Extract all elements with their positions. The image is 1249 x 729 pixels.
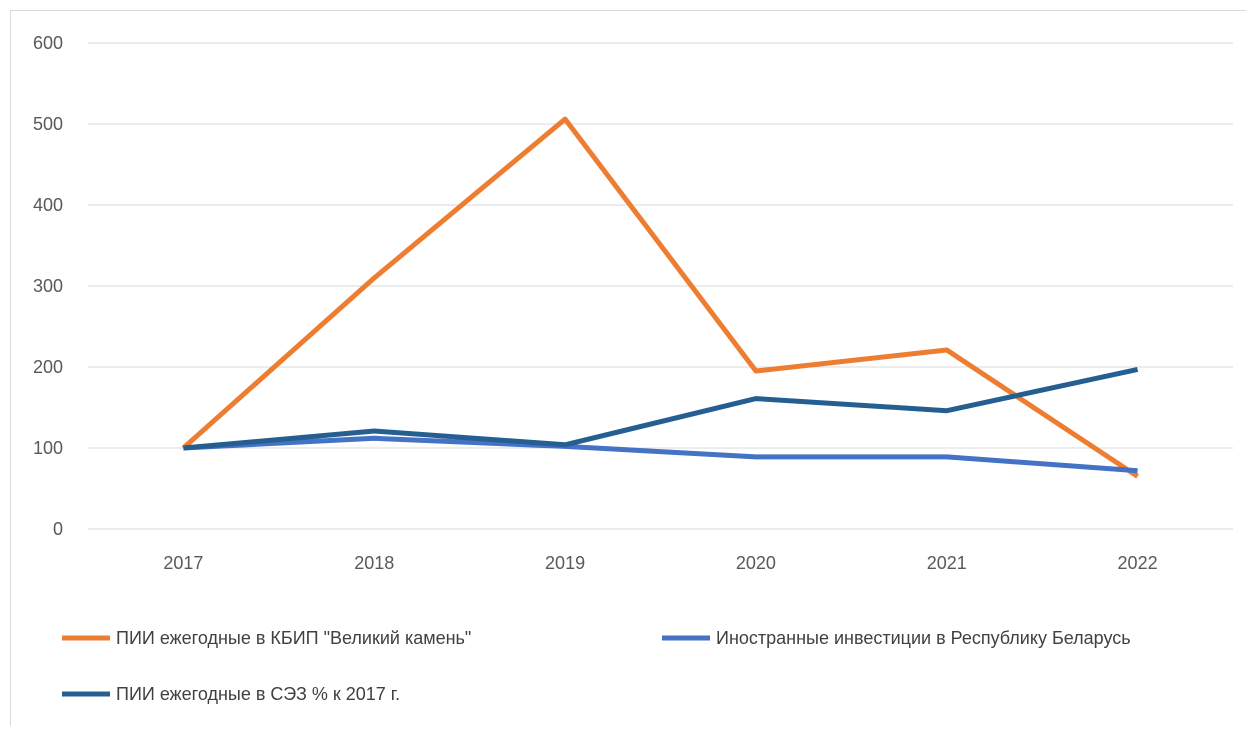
- series-line-2: [183, 366, 1139, 451]
- x-tick-label: 2022: [1118, 553, 1158, 573]
- y-axis: 0 100 200 300 400 500 600: [33, 33, 63, 539]
- legend-label-2: ПИИ ежегодные в СЭЗ % к 2017 г.: [116, 684, 400, 704]
- x-tick-label: 2021: [927, 553, 967, 573]
- x-tick-label: 2019: [545, 553, 585, 573]
- x-tick-label: 2017: [163, 553, 203, 573]
- y-tick-label: 200: [33, 357, 63, 377]
- y-tick-label: 100: [33, 438, 63, 458]
- series-line-0: [181, 116, 1139, 479]
- x-tick-label: 2018: [354, 553, 394, 573]
- y-tick-label: 600: [33, 33, 63, 53]
- series-lines: [181, 116, 1139, 479]
- chart-frame: [10, 10, 1246, 726]
- y-tick-label: 0: [53, 519, 63, 539]
- legend-label-0: ПИИ ежегодные в КБИП "Великий камень": [116, 628, 471, 648]
- gridlines: [88, 42, 1233, 530]
- y-tick-label: 300: [33, 276, 63, 296]
- x-tick-label: 2020: [736, 553, 776, 573]
- y-tick-label: 500: [33, 114, 63, 134]
- legend: ПИИ ежегодные в КБИП "Великий камень" Ино…: [62, 628, 1131, 704]
- x-axis: 2017 2018 2019 2020 2021 2022: [163, 553, 1157, 573]
- legend-label-1: Иностранные инвестиции в Республику Бела…: [716, 628, 1131, 648]
- y-tick-label: 400: [33, 195, 63, 215]
- series-line-1: [183, 435, 1138, 474]
